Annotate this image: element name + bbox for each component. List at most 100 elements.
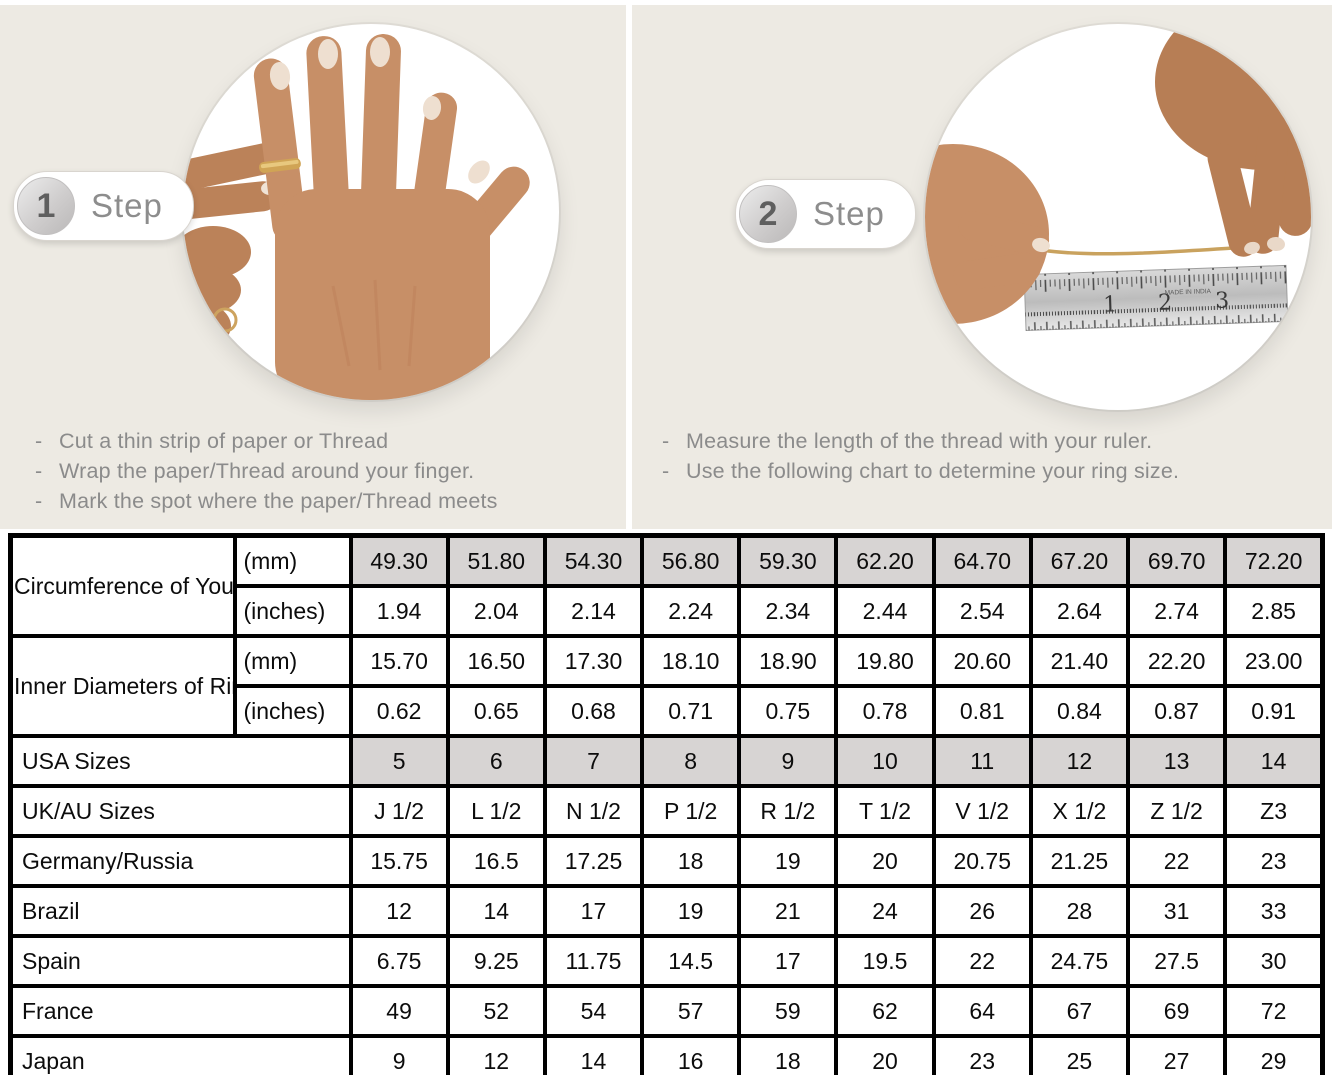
instruction-item: - Use the following chart to determine yo… bbox=[662, 456, 1179, 486]
table-value-cell: 29 bbox=[1223, 1034, 1325, 1075]
table-value-cell: 17.30 bbox=[542, 634, 645, 688]
table-value-cell: 19.80 bbox=[834, 634, 936, 688]
ruler-number-3: 3 bbox=[1215, 288, 1230, 313]
table-value-cell: 57 bbox=[640, 984, 742, 1038]
table-value-cell: 0.65 bbox=[445, 684, 547, 738]
table-value-cell: 72.20 bbox=[1223, 533, 1325, 588]
table-value-cell: 14.5 bbox=[640, 934, 742, 988]
instruction-text: Mark the spot where the paper/Thread mee… bbox=[59, 489, 498, 513]
table-value-cell: 30 bbox=[1223, 934, 1325, 988]
bullet-dash: - bbox=[35, 429, 43, 453]
table-value-cell: Z 1/2 bbox=[1125, 784, 1228, 838]
instruction-item: - Cut a thin strip of paper or Thread bbox=[35, 426, 498, 456]
thread-over-ruler-photo: 1 2 3 MADE IN INDIA bbox=[925, 24, 1311, 410]
step2-panel: 1 2 3 MADE IN INDIA bbox=[632, 5, 1332, 529]
table-value-cell: 18 bbox=[640, 834, 742, 888]
table-row-label: USA Sizes bbox=[8, 734, 353, 788]
table-value-cell: 0.75 bbox=[737, 684, 839, 738]
step1-instructions: - Cut a thin strip of paper or Thread - Wra… bbox=[35, 426, 498, 516]
table-value-cell: P 1/2 bbox=[640, 784, 742, 838]
step-number: 2 bbox=[758, 195, 778, 233]
table-value-cell: 25 bbox=[1028, 1034, 1131, 1075]
bullet-dash: - bbox=[662, 429, 670, 453]
table-row-label: Spain bbox=[8, 934, 353, 988]
instruction-text: Measure the length of the thread with yo… bbox=[686, 429, 1153, 453]
table-row: USA Sizes 5 6 7 8 9 10 11 12 13 14 bbox=[8, 734, 1325, 788]
table-value-cell: 24.75 bbox=[1028, 934, 1131, 988]
instruction-item: - Wrap the paper/Thread around your finge… bbox=[35, 456, 498, 486]
table-row: Japan 9 12 14 16 18 20 23 25 27 29 bbox=[8, 1034, 1325, 1075]
table-value-cell: 67 bbox=[1028, 984, 1131, 1038]
table-value-cell: 9 bbox=[737, 734, 839, 788]
table-value-cell: 16 bbox=[640, 1034, 742, 1075]
step2-instructions: - Measure the length of the thread with y… bbox=[662, 426, 1179, 486]
table-value-cell: T 1/2 bbox=[834, 784, 936, 838]
table-value-cell: 49 bbox=[348, 984, 450, 1038]
table-value-cell: 21.25 bbox=[1028, 834, 1131, 888]
table-value-cell: 59 bbox=[737, 984, 839, 1038]
table-value-cell: 2.74 bbox=[1125, 584, 1228, 638]
table-value-cell: 54 bbox=[542, 984, 645, 1038]
ruler-number-2: 2 bbox=[1158, 290, 1173, 315]
table-value-cell: 2.64 bbox=[1028, 584, 1131, 638]
table-value-cell: 20.60 bbox=[931, 634, 1033, 688]
table-value-cell: 33 bbox=[1223, 884, 1325, 938]
instruction-item: - Measure the length of the thread with y… bbox=[662, 426, 1179, 456]
step-number-circle: 1 bbox=[17, 177, 75, 235]
table-value-cell: 9 bbox=[348, 1034, 450, 1075]
instruction-text: Wrap the paper/Thread around your finger… bbox=[59, 459, 475, 483]
table-row-label: Brazil bbox=[8, 884, 353, 938]
ruler-icon: 1 2 3 MADE IN INDIA bbox=[1023, 264, 1289, 332]
table-group-label: Inner Diameters of Rings bbox=[8, 634, 237, 738]
ruler-illustration: 1 2 3 MADE IN INDIA bbox=[925, 24, 1311, 332]
table-value-cell: 62 bbox=[834, 984, 936, 1038]
instruction-text: Cut a thin strip of paper or Thread bbox=[59, 429, 389, 453]
bullet-dash: - bbox=[35, 459, 43, 483]
table-value-cell: 22 bbox=[931, 934, 1033, 988]
table-value-cell: 31 bbox=[1125, 884, 1228, 938]
table-value-cell: 17 bbox=[542, 884, 645, 938]
table-value-cell: 23 bbox=[931, 1034, 1033, 1075]
table-value-cell: 28 bbox=[1028, 884, 1131, 938]
table-value-cell: 16.5 bbox=[445, 834, 547, 888]
table-unit-cell: (inches) bbox=[232, 584, 353, 638]
ring-size-table-body: Circumference of Your Finger(mm)49.3051.… bbox=[8, 533, 1325, 1075]
hand-with-ring-photo bbox=[183, 24, 559, 400]
table-value-cell: 12 bbox=[445, 1034, 547, 1075]
table-value-cell: 64 bbox=[931, 984, 1033, 1038]
table-row-label: UK/AU Sizes bbox=[8, 784, 353, 838]
right-pinch-hand-icon bbox=[1155, 24, 1311, 257]
table-value-cell: 0.68 bbox=[542, 684, 645, 738]
table-value-cell: 21 bbox=[737, 884, 839, 938]
table-value-cell: 6 bbox=[445, 734, 547, 788]
instruction-text: Use the following chart to determine you… bbox=[686, 459, 1180, 483]
table-value-cell: 69.70 bbox=[1125, 533, 1228, 588]
step2-badge: 2 Step bbox=[735, 179, 916, 249]
bullet-dash: - bbox=[662, 459, 670, 483]
step1-panel: 1 Step - Cut a thin strip of paper or Thr… bbox=[0, 5, 626, 529]
table-value-cell: 16.50 bbox=[445, 634, 547, 688]
table-value-cell: 7 bbox=[542, 734, 645, 788]
table-unit-cell: (mm) bbox=[232, 533, 353, 588]
table-value-cell: 22.20 bbox=[1125, 634, 1228, 688]
table-value-cell: 2.24 bbox=[640, 584, 742, 638]
ruler-number-1: 1 bbox=[1103, 292, 1118, 317]
table-value-cell: 2.85 bbox=[1223, 584, 1325, 638]
table-value-cell: 69 bbox=[1125, 984, 1228, 1038]
table-value-cell: 52 bbox=[445, 984, 547, 1038]
table-value-cell: 18 bbox=[737, 1034, 839, 1075]
main-hand-icon bbox=[253, 34, 530, 400]
table-row: UK/AU Sizes J 1/2 L 1/2 N 1/2 P 1/2 R 1/2 T 1/… bbox=[8, 784, 1325, 838]
table-row: (inches) 1.94 2.04 2.14 2.24 2.34 2.44 2.54 2.64… bbox=[11, 584, 1325, 638]
table-group-label: Circumference of Your Finger bbox=[8, 533, 237, 638]
table-value-cell: 20 bbox=[834, 1034, 936, 1075]
table-value-cell: 0.87 bbox=[1125, 684, 1228, 738]
table-value-cell: 24 bbox=[834, 884, 936, 938]
table-value-cell: 18.10 bbox=[640, 634, 742, 688]
table-value-cell: 0.62 bbox=[348, 684, 450, 738]
table-value-cell: 19 bbox=[640, 884, 742, 938]
table-value-cell: 0.91 bbox=[1223, 684, 1325, 738]
table-row: Brazil 12 14 17 19 21 24 26 28 31 33 bbox=[8, 884, 1325, 938]
table-value-cell: 27 bbox=[1125, 1034, 1228, 1075]
